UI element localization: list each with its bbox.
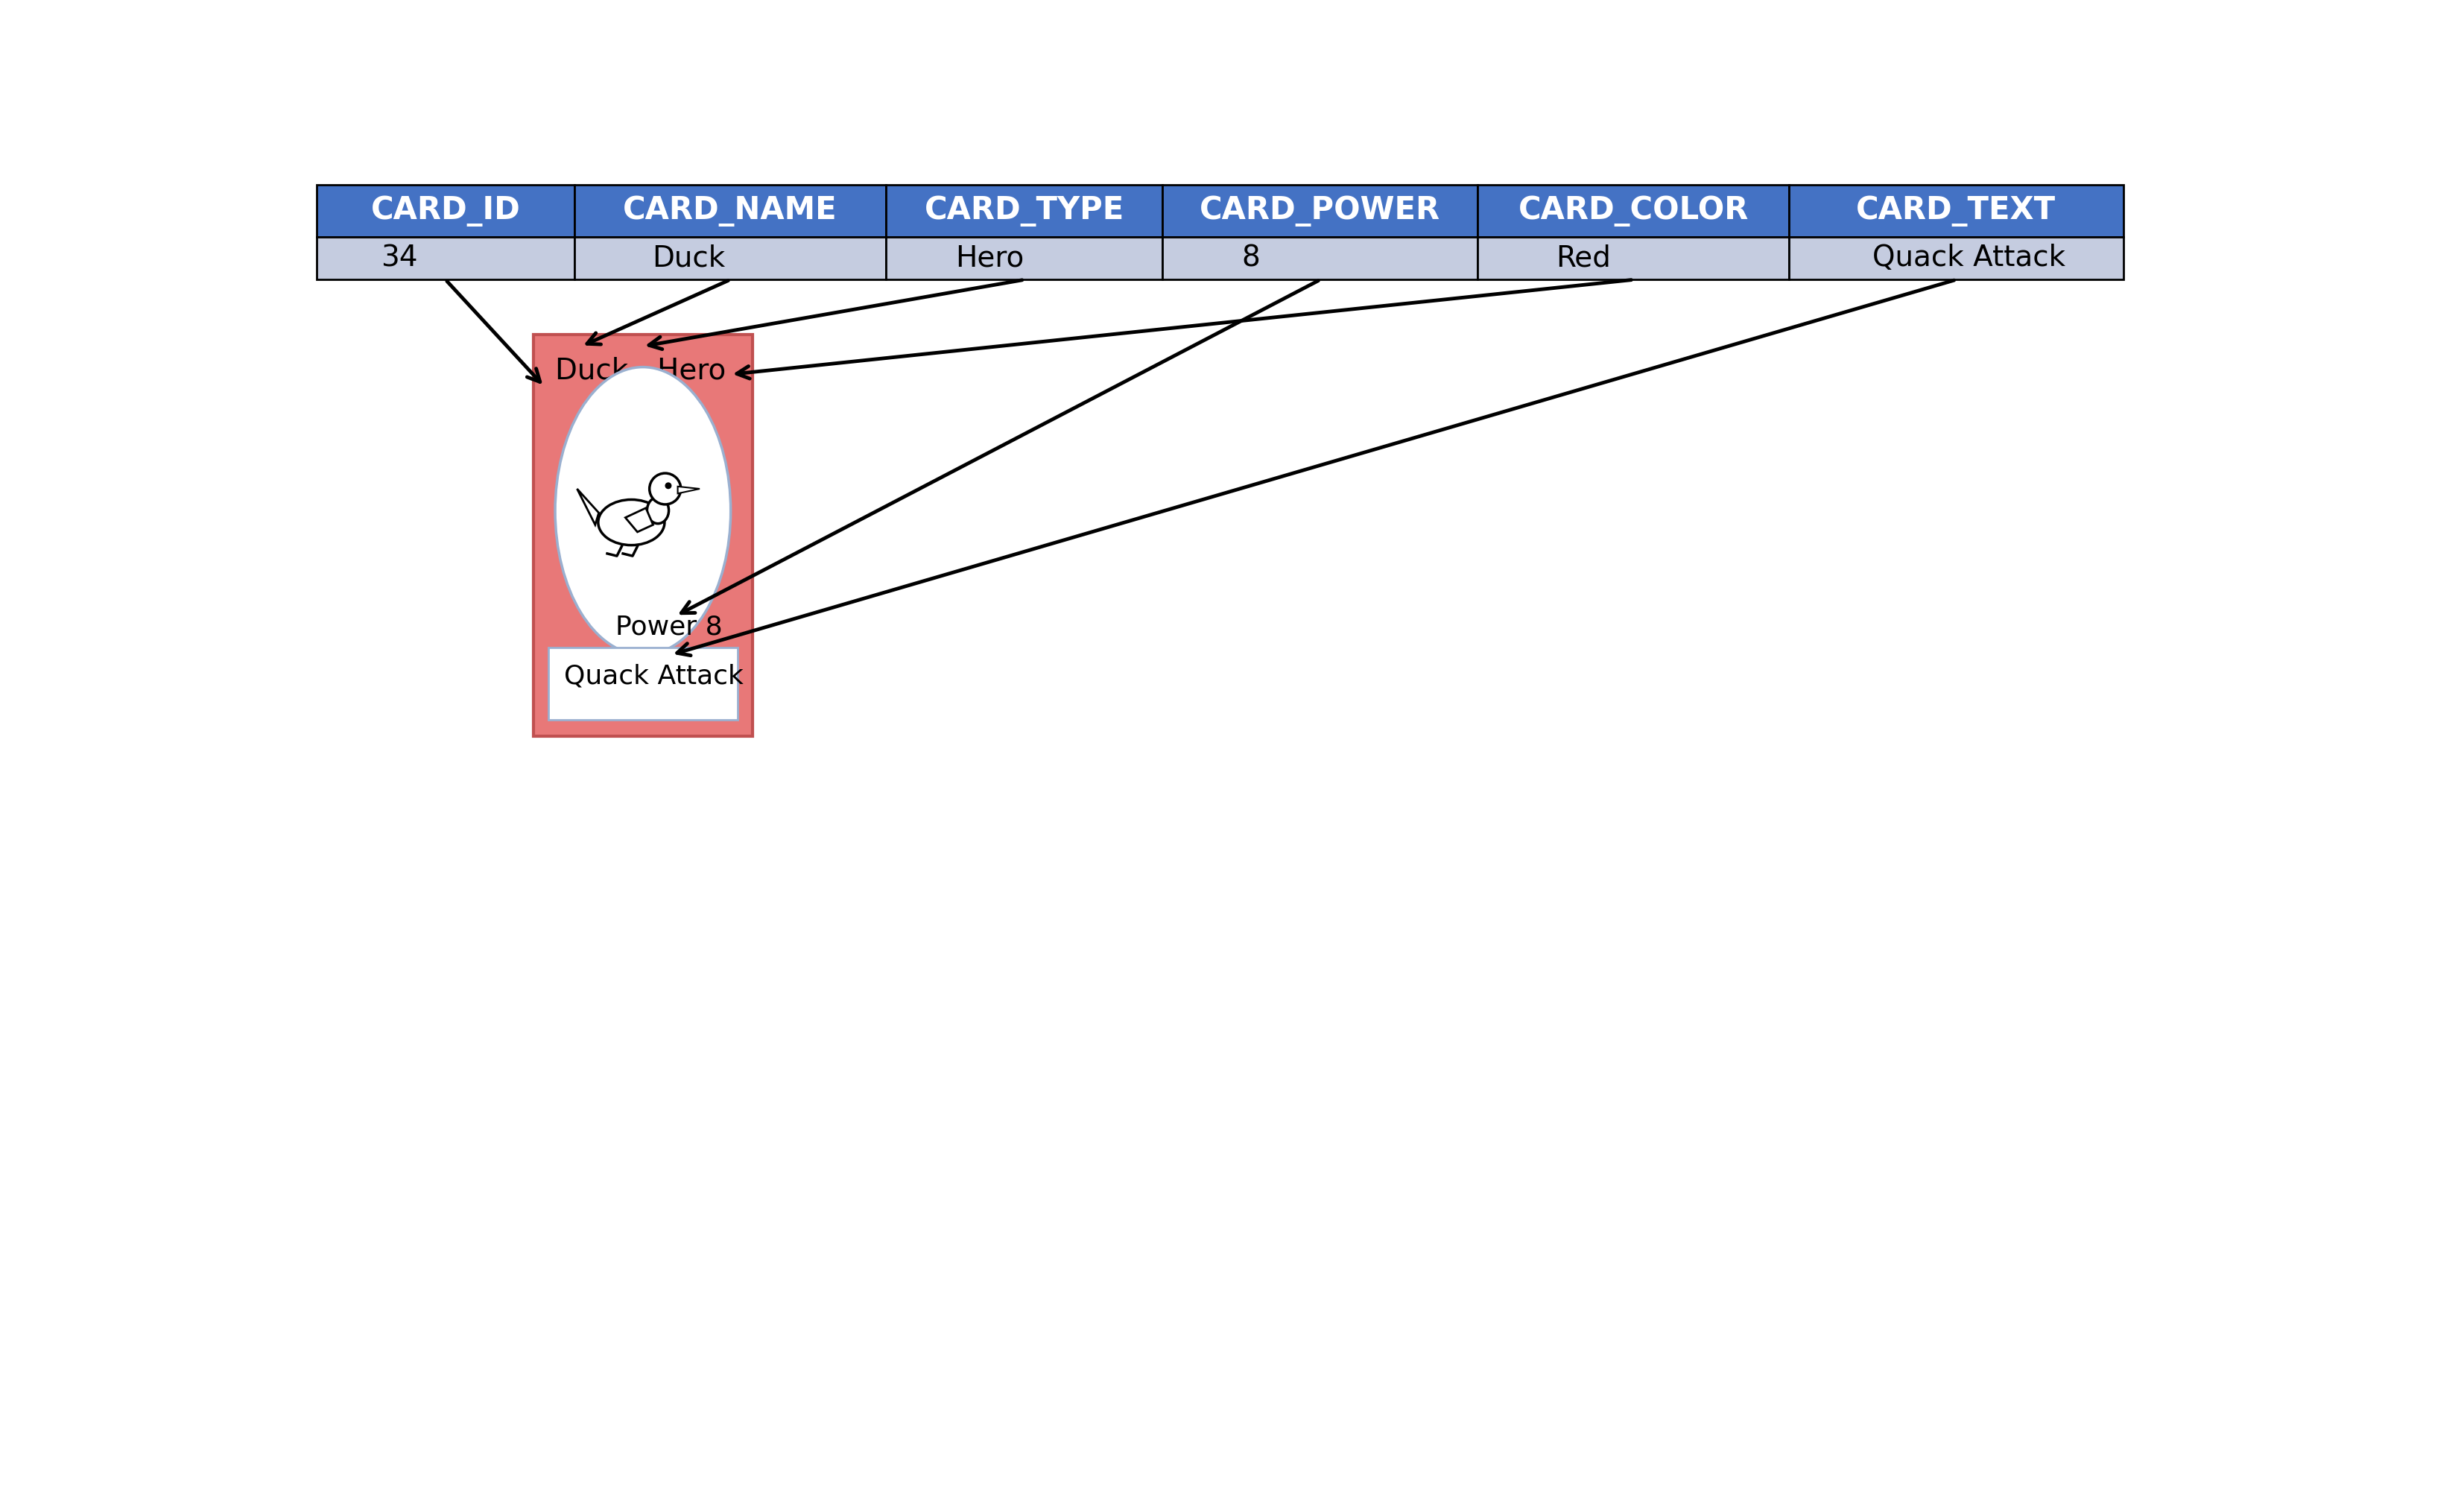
Bar <box>574 236 885 279</box>
Ellipse shape <box>648 498 668 523</box>
Text: Duck: Duck <box>653 244 724 272</box>
Polygon shape <box>626 508 653 532</box>
Text: Quack Attack: Quack Attack <box>564 663 744 689</box>
Text: Red: Red <box>1555 244 1611 272</box>
Text: 34: 34 <box>382 244 419 272</box>
Bar <box>1789 236 2124 279</box>
Text: CARD_NAME: CARD_NAME <box>623 196 838 227</box>
Text: CARD_POWER: CARD_POWER <box>1200 196 1441 227</box>
Text: CARD_COLOR: CARD_COLOR <box>1518 196 1749 227</box>
Text: CARD_TEXT: CARD_TEXT <box>1855 196 2055 227</box>
Text: Hero: Hero <box>956 244 1023 272</box>
Ellipse shape <box>599 499 665 545</box>
Text: CARD_ID: CARD_ID <box>370 196 520 227</box>
Bar <box>574 185 885 236</box>
Bar <box>885 185 1163 236</box>
Bar <box>1478 185 1789 236</box>
Polygon shape <box>678 487 700 493</box>
Bar <box>549 647 737 720</box>
Text: Duck - Hero: Duck - Hero <box>554 356 727 384</box>
Circle shape <box>650 474 680 505</box>
Ellipse shape <box>554 368 732 654</box>
Bar <box>1163 185 1478 236</box>
Bar <box>1789 185 2124 236</box>
Text: Power 8: Power 8 <box>616 614 722 639</box>
Bar <box>1478 236 1789 279</box>
Bar <box>885 236 1163 279</box>
Circle shape <box>665 483 670 489</box>
Bar <box>318 236 574 279</box>
Text: CARD_TYPE: CARD_TYPE <box>924 196 1124 227</box>
Text: Quack Attack: Quack Attack <box>1873 244 2065 272</box>
Text: 8: 8 <box>1242 244 1259 272</box>
Bar <box>1163 236 1478 279</box>
Bar <box>318 185 574 236</box>
Polygon shape <box>577 489 599 524</box>
Bar <box>532 335 752 737</box>
